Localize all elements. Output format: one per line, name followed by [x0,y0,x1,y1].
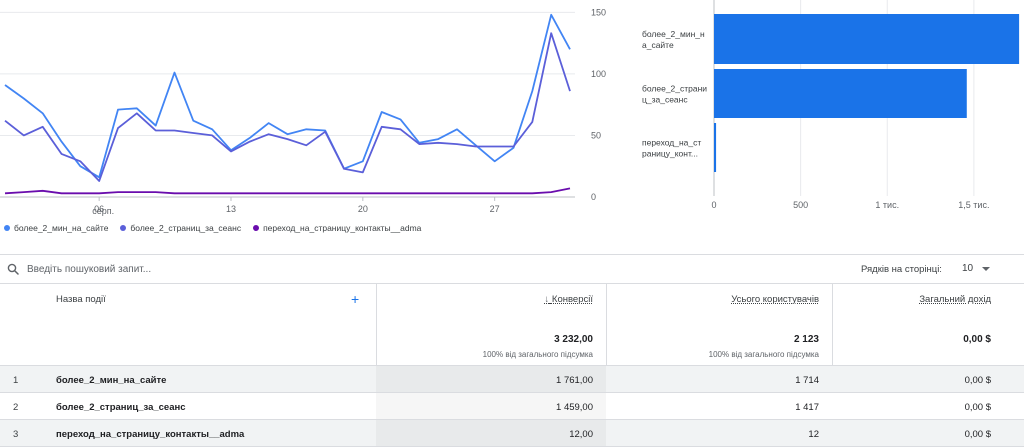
table-row[interactable]: 2 более_2_страниц_за_сеанс 1 459,00 1 41… [0,393,1024,420]
table-row[interactable]: 3 переход_на_страницу_контакты__adma 12,… [0,420,1024,447]
sort-arrow-icon: ↓ [544,294,550,305]
bar-3 [714,123,717,172]
legend-dot [4,225,10,231]
legend-dot [120,225,127,231]
y-tick-label: 100 [591,69,606,79]
total-users-percent: 100% від загального підсумка [708,350,819,359]
legend-label: переход_на_страницу_контакты__adma [263,223,422,233]
chart-legend: более_2_мин_на_сайте более_2_страниц_за_… [4,223,421,233]
row-index: 3 [13,429,19,440]
column-header-conversions-label: Конверсії [551,294,593,305]
x-tick-label: 06 [94,204,104,214]
y-tick-label: 150 [591,7,606,17]
rows-per-page-label: Рядків на сторінці: [861,264,942,275]
events-table: Назва події + ↓ Конверсії Усього користу… [0,284,1024,447]
total-users: 2 123 [793,334,819,345]
bar-category-label: ц_за_сеанс [642,95,688,105]
x-tick-label: 1 тис. [875,200,899,210]
bar-category-label: переход_на_ст [642,138,701,148]
total-conversions: 3 232,00 [554,334,593,345]
event-name: более_2_страниц_за_сеанс [56,402,186,413]
column-header-total-users[interactable]: Усього користувачів [731,294,819,305]
legend-label: более_2_страниц_за_сеанс [130,223,242,233]
bar-category-label: более_2_мин_н [642,29,705,39]
users-cell: 1 714 [795,375,819,386]
conversions-cell: 12,00 [569,429,593,440]
event-name: более_2_мин_на_сайте [56,375,167,386]
rows-per-page-select[interactable]: 10 [962,263,991,274]
series-line-1 [4,13,571,179]
conversions-cell: 1 761,00 [556,375,593,386]
revenue-cell: 0,00 $ [964,402,991,413]
table-header: Назва події + ↓ Конверсії Усього користу… [0,284,1024,366]
bar-category-label: раницу_конт... [642,149,698,159]
revenue-cell: 0,00 $ [964,429,991,440]
legend-dot [253,225,260,231]
users-cell: 1 417 [795,402,819,413]
row-index: 1 [13,375,19,386]
legend-item-more-2-min[interactable]: более_2_мин_на_сайте [4,223,108,233]
event-name: переход_на_страницу_контакты__adma [56,429,245,440]
bar-2 [714,69,967,118]
series-line-3 [4,187,571,195]
legend-item-contacts[interactable]: переход_на_страницу_контакты__adma [253,223,421,233]
x-tick-label: 0 [711,200,716,210]
total-revenue: 0,00 $ [963,334,991,345]
table-row[interactable]: 1 более_2_мин_на_сайте 1 761,00 1 714 0,… [0,366,1024,393]
bar-1 [714,14,1020,64]
x-tick-label: 20 [358,204,368,214]
total-conversions-percent: 100% від загального підсумка [482,350,593,359]
column-header-event-name[interactable]: Назва події [56,294,106,305]
search-icon [7,263,19,275]
conversions-cell: 1 459,00 [556,402,593,413]
series-line-2 [4,32,571,182]
x-tick-label: 500 [793,200,808,210]
table-toolbar: Рядків на сторінці: 10 [0,254,1024,284]
users-cell: 12 [808,429,819,440]
legend-item-more-2-pages[interactable]: более_2_страниц_за_сеанс [120,223,241,233]
search-input[interactable] [27,260,327,278]
rows-per-page-value: 10 [962,263,974,274]
x-tick-label: 27 [490,204,500,214]
bar-category-label: а_сайте [642,40,674,50]
column-header-conversions[interactable]: ↓ Конверсії [545,294,593,305]
revenue-cell: 0,00 $ [964,375,991,386]
x-tick-label: 1,5 тис. [958,200,989,210]
add-column-button[interactable]: + [351,291,360,307]
legend-label: более_2_мин_на_сайте [14,223,109,233]
bar-category-label: более_2_страни [642,84,707,94]
row-index: 2 [13,402,19,413]
x-tick-sublabel: серп. [92,206,114,216]
caret-down-icon [982,266,991,271]
bar-chart: 0 500 1 тис. 1,5 тис. более_2_мин_на_сайте бо… [642,0,1020,210]
y-tick-label: 0 [591,192,596,202]
column-header-total-revenue[interactable]: Загальний дохід [919,294,991,305]
x-tick-label: 13 [226,204,236,214]
y-tick-label: 50 [591,130,601,140]
